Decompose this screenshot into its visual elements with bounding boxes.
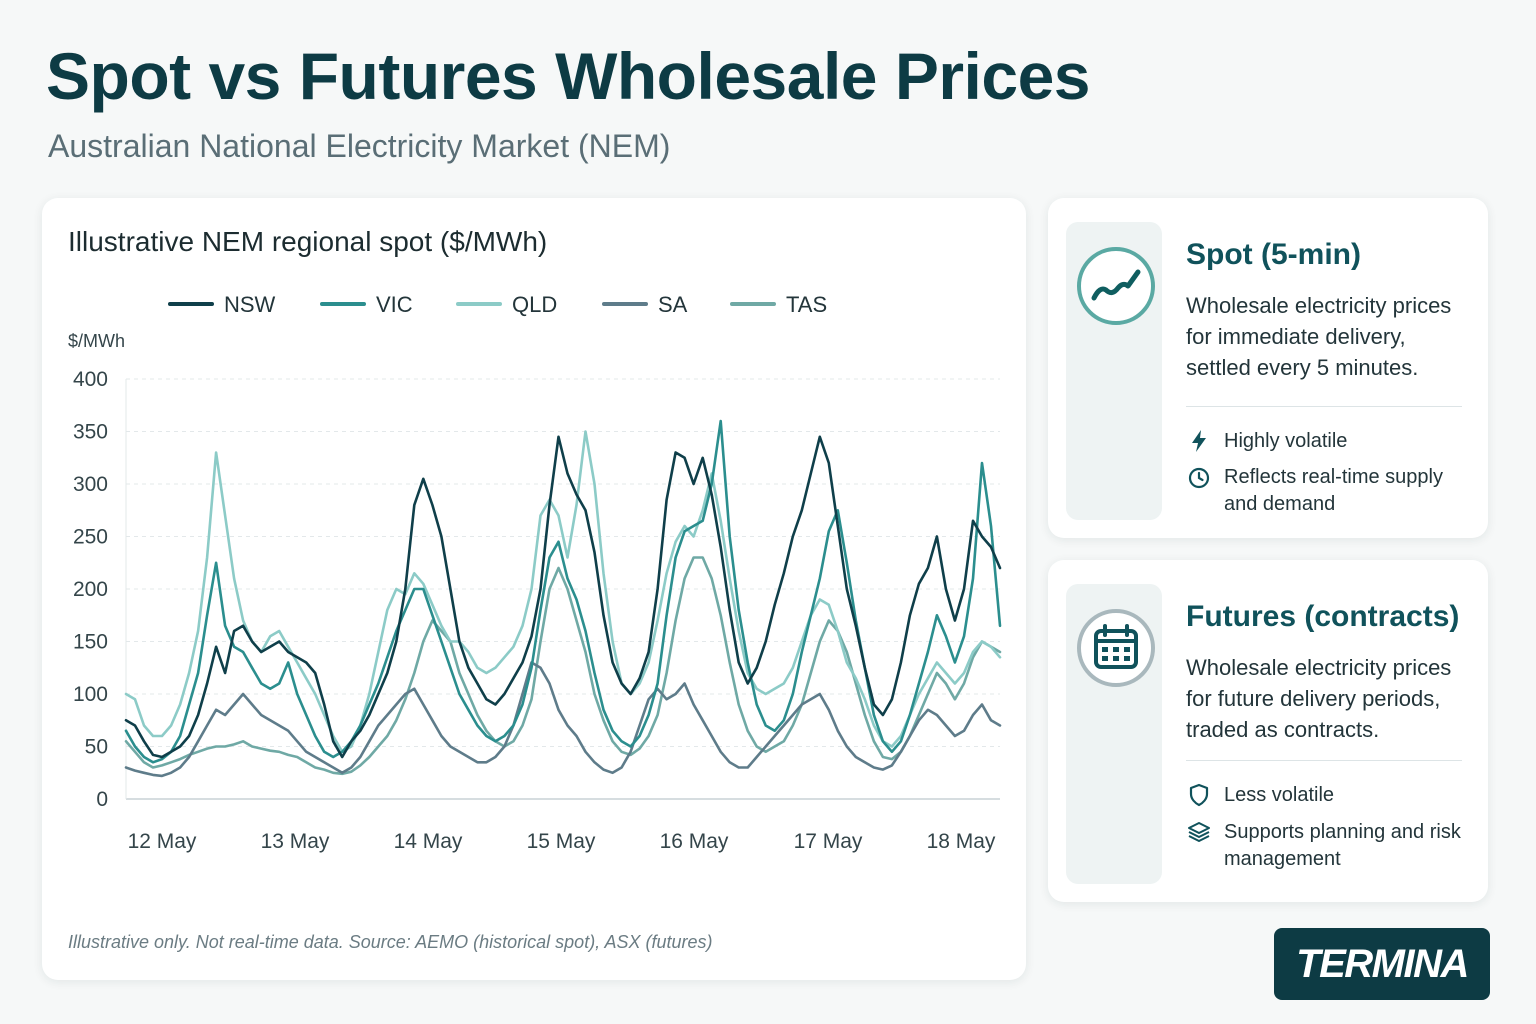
chart-card: 0 50 100 150 200 250 300 350 400 $/MWh 12 May 13 Ma…: [42, 198, 1026, 980]
legend-label: NSW: [224, 292, 276, 317]
x-tick-label: 13 May: [261, 830, 330, 853]
y-tick-label: 250: [73, 526, 108, 549]
bullet-text: Highly volatile: [1224, 430, 1348, 452]
series-line-nsw: [124, 435, 1002, 759]
spot-description: Wholesale electricity prices for immedia…: [1186, 293, 1452, 380]
x-tick-label: 17 May: [794, 830, 863, 853]
clock-icon: [1188, 467, 1210, 489]
y-tick-label: 50: [85, 736, 108, 759]
x-tick-label: 12 May: [128, 830, 197, 853]
chart-title: Illustrative NEM regional spot ($/MWh): [68, 226, 548, 257]
termina-logo: TERMINA: [1274, 928, 1490, 1000]
y-tick-label: 300: [73, 473, 108, 496]
lightning-icon: [1192, 430, 1206, 452]
line-chart: 0 50 100 150 200 250 300 350 400 $/MWh 12 May 13 Ma…: [68, 292, 1002, 853]
y-tick-label: 100: [73, 683, 108, 706]
legend-label: QLD: [512, 292, 557, 317]
y-axis-label: $/MWh: [68, 331, 125, 351]
calendar-icon: [1077, 609, 1155, 687]
trend-line-icon: [1077, 247, 1155, 325]
bullet-item: Reflects real-time supply and demand: [1186, 464, 1474, 518]
bullet-text: Reflects real-time supply and demand: [1224, 466, 1443, 515]
x-tick-label: 15 May: [527, 830, 596, 853]
y-tick-label: 400: [73, 368, 108, 391]
divider: [1186, 760, 1462, 761]
y-tick-label: 200: [73, 578, 108, 601]
legend-label: VIC: [376, 292, 413, 317]
bullet-text: Supports planning and risk management: [1224, 821, 1461, 870]
futures-heading: Futures (contracts): [1186, 600, 1460, 633]
spot-heading: Spot (5-min): [1186, 238, 1361, 271]
spot-info-card: Spot (5-min) Wholesale electricity price…: [1048, 198, 1488, 538]
bullet-item: Highly volatile: [1186, 428, 1474, 455]
series-line-tas: [124, 556, 1002, 776]
bullet-item: Less volatile: [1186, 782, 1474, 809]
divider: [1186, 406, 1462, 407]
source-note: Illustrative only. Not real-time data. S…: [68, 932, 713, 952]
page-subtitle: Australian National Electricity Market (…: [48, 128, 671, 164]
legend-label: TAS: [786, 292, 827, 317]
futures-info-card: Futures (contracts) Wholesale electricit…: [1048, 560, 1488, 902]
x-tick-label: 14 May: [394, 830, 463, 853]
x-tick-label: 16 May: [660, 830, 729, 853]
futures-description: Wholesale electricity prices for future …: [1186, 655, 1452, 742]
shield-icon: [1189, 783, 1209, 807]
x-tick-label: 18 May: [927, 830, 996, 853]
bullet-item: Supports planning and risk management: [1186, 819, 1474, 873]
y-tick-label: 350: [73, 421, 108, 444]
series-line-qld: [124, 430, 1002, 754]
y-tick-label: 150: [73, 631, 108, 654]
bullet-text: Less volatile: [1224, 784, 1335, 806]
series-line-sa: [124, 661, 1002, 778]
page-title: Spot vs Futures Wholesale Prices: [46, 39, 1091, 113]
y-tick-label: 0: [96, 788, 108, 811]
layers-icon: [1188, 822, 1210, 842]
series-line-vic: [124, 419, 1002, 764]
legend-label: SA: [658, 292, 688, 317]
